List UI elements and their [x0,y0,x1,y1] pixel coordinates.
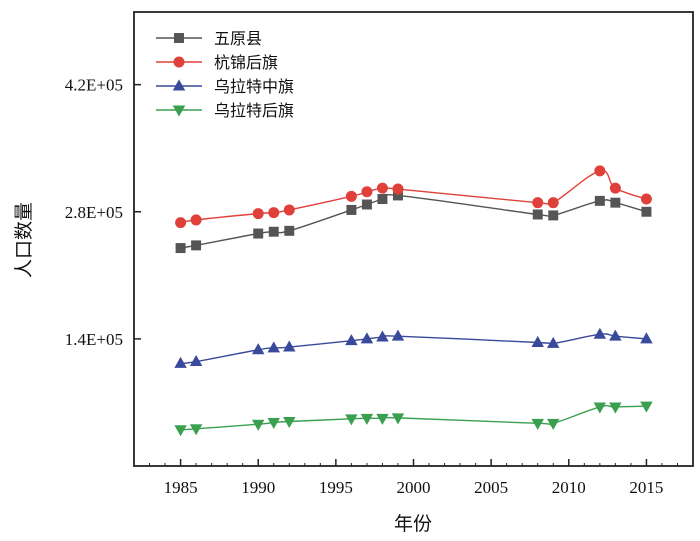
data-point-triangle-down [172,105,186,117]
legend-entry: 五原县 [156,29,262,48]
data-point-square [361,199,372,210]
legend-entry: 杭锦后旗 [156,53,278,72]
data-point-circle [268,207,280,219]
x-tick-label: 2005 [474,478,508,497]
data-point-triangle-down [174,425,187,437]
data-point-triangle-up [189,354,203,367]
data-point-square [610,197,621,208]
data-point-circle [345,190,357,202]
data-point-triangle-up [360,332,374,344]
data-point-square [641,206,652,217]
y-tick-label: 1.4E+05 [65,330,123,349]
data-point-triangle-down [251,419,265,431]
data-point-triangle-up [283,340,296,352]
legend-label: 杭锦后旗 [214,53,278,72]
axes: 1985 1990 1995 2000 2005 2010 2015 1.4E+05 2.8E+… [65,76,678,497]
series-layer [174,165,653,437]
series-4 [174,401,653,437]
x-axis-title: 年份 [394,513,432,535]
data-point-triangle-up [376,330,389,342]
data-point-circle [190,214,202,226]
x-tick-label: 1990 [241,478,275,497]
data-point-circle [392,183,404,195]
data-point-triangle-down [267,417,280,430]
x-tick-label: 2015 [629,478,663,497]
y-axis-title: 人口数量 [13,202,35,278]
series-line [180,333,647,365]
data-point-square [548,210,559,221]
data-point-triangle-down [391,413,405,425]
data-point-square [284,225,295,236]
data-point-circle [547,197,559,209]
data-point-triangle-down [189,424,203,436]
data-point-triangle-down [360,413,374,425]
data-point-circle [609,182,621,194]
x-tick-label: 2000 [397,478,431,497]
x-tick-label: 2010 [552,478,586,497]
data-point-triangle-up [391,329,405,341]
data-point-square [191,240,202,251]
data-point-square [594,195,605,206]
series-2 [175,165,652,229]
series-line [180,193,647,249]
data-point-circle [283,204,295,216]
legend-label: 乌拉特中旗 [214,77,294,96]
data-point-triangle-down [531,418,544,430]
data-point-triangle-up [251,343,265,355]
data-point-square [175,243,186,254]
data-point-square [253,228,264,239]
data-point-triangle-up [172,79,186,91]
data-point-triangle-down [376,413,389,425]
data-point-circle [252,208,264,220]
data-point-circle [640,193,652,205]
data-point-triangle-up [345,334,358,346]
series-line [180,405,647,431]
data-point-circle [175,217,187,229]
data-point-triangle-up [174,356,187,368]
data-point-square [377,194,388,205]
x-tick-label: 1995 [319,478,353,497]
series-3 [174,327,653,368]
data-point-triangle-down [593,402,607,414]
data-point-triangle-down [283,417,296,429]
data-point-triangle-up [547,336,560,348]
legend-label: 乌拉特后旗 [214,101,294,120]
data-point-triangle-up [640,332,653,344]
data-point-triangle-down [547,418,560,430]
data-point-circle [594,165,606,177]
y-tick-label: 2.8E+05 [65,203,123,222]
data-point-triangle-down [640,401,653,413]
data-point-square [346,204,357,215]
legend-entry: 乌拉特中旗 [156,77,294,96]
data-point-circle [532,197,544,209]
legend-label: 五原县 [214,29,262,48]
data-point-circle [361,186,373,198]
data-point-circle [173,56,185,68]
data-point-triangle-up [593,327,607,339]
data-point-square [532,209,543,220]
y-tick-label: 4.2E+05 [65,76,123,95]
data-point-square [268,226,279,237]
data-point-triangle-down [345,414,358,426]
data-point-square [174,33,184,43]
x-tick-label: 1985 [164,478,198,497]
data-point-triangle-down [609,402,622,414]
data-point-triangle-up [609,329,622,341]
data-point-triangle-up [267,341,280,353]
series-1 [175,190,652,254]
legend-entry: 乌拉特后旗 [156,101,294,120]
data-point-circle [376,182,388,194]
data-point-triangle-up [531,335,544,347]
